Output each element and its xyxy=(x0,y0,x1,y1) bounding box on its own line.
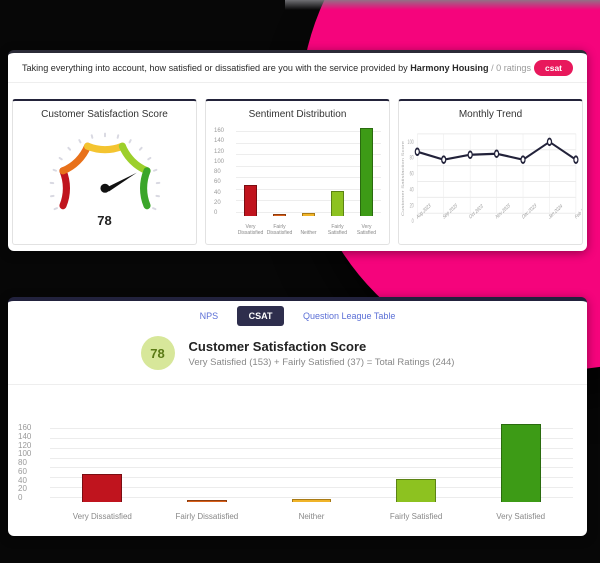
svg-text:0: 0 xyxy=(412,218,414,225)
svg-text:Oct 2023: Oct 2023 xyxy=(469,203,484,221)
svg-text:Sep 2023: Sep 2023 xyxy=(442,202,458,221)
svg-text:Customer Satisfaction Score: Customer Satisfaction Score xyxy=(401,141,405,216)
svg-text:60: 60 xyxy=(410,171,414,178)
svg-text:80: 80 xyxy=(410,155,414,162)
svg-text:Aug 2023: Aug 2023 xyxy=(416,202,432,221)
svg-text:100: 100 xyxy=(408,139,414,146)
svg-text:Jan 2024: Jan 2024 xyxy=(548,203,563,222)
svg-text:Dec 2023: Dec 2023 xyxy=(522,202,538,221)
svg-text:20: 20 xyxy=(410,202,414,209)
svg-text:Feb 2024: Feb 2024 xyxy=(574,202,582,221)
svg-text:Nov 2023: Nov 2023 xyxy=(495,202,511,221)
svg-text:40: 40 xyxy=(410,187,414,194)
